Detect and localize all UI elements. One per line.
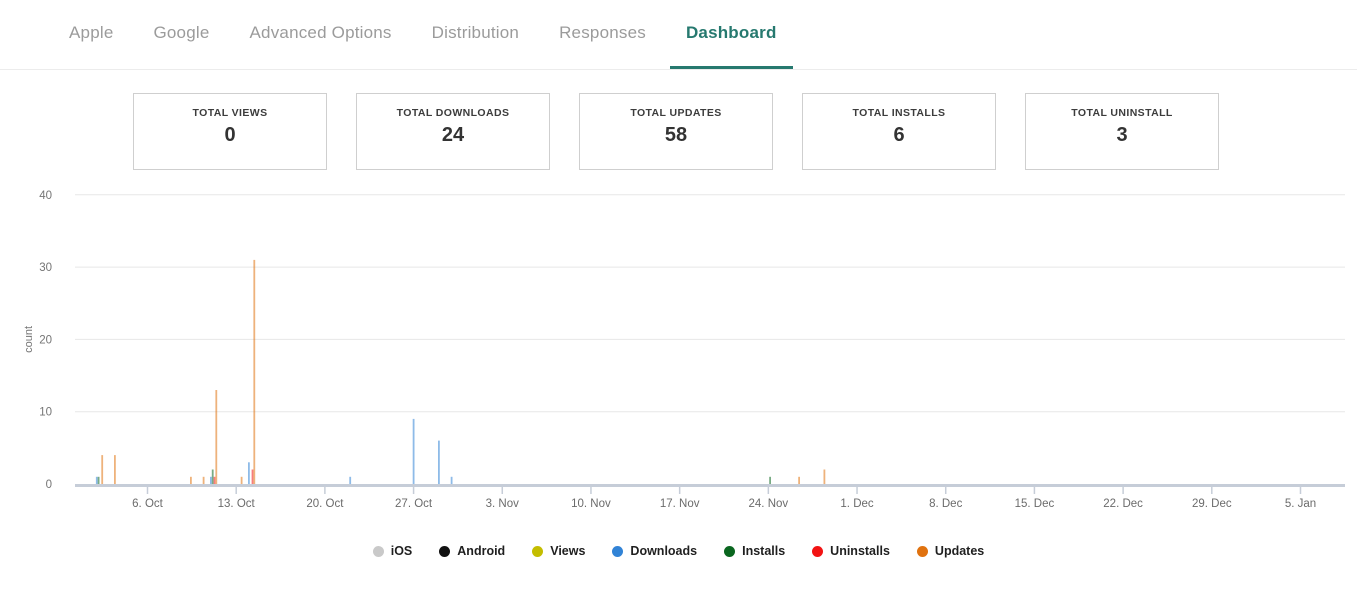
legend-item-label: Views [550,544,586,558]
legend-item-views[interactable]: Views [532,544,585,558]
activity-bar-chart: 0 10 20 30 40 count 6. Oct 13. Oct 20. Oct 27. Oc… [0,182,1357,522]
tab-label: Apple [69,23,114,42]
legend-item-updates[interactable]: Updates [916,544,985,558]
stat-card-value: 58 [664,124,688,146]
x-tick-label: 24. Nov [749,498,789,510]
legend-color-dot-icon [812,545,824,557]
x-tick-label: 29. Dec [1192,498,1232,510]
x-tick-label: 6. Oct [132,498,163,510]
legend-item-uninstalls[interactable]: Uninstalls [812,544,890,558]
stat-card-value: 3 [1116,124,1128,146]
bar-uninstalls-11-Oct[interactable] [213,476,216,484]
tab-apple[interactable]: Apple [53,0,129,69]
bar-downloads-29-Oct[interactable] [438,440,440,484]
x-tick-label: 10. Nov [571,498,611,510]
tab-distribution[interactable]: Distribution [416,0,535,69]
tab-label: Dashboard [685,23,777,42]
x-tick-label: 20. Oct [306,498,344,510]
stat-card-label: TOTAL DOWNLOADS [396,107,510,119]
bar-downloads-11-Oct[interactable] [210,476,212,484]
tab-google[interactable]: Google [137,0,225,69]
bar-downloads-22-Oct[interactable] [349,476,352,484]
tab-label: Google [153,23,210,42]
legend-item-installs[interactable]: Installs [724,544,785,558]
legend-item-ios[interactable]: iOS [372,544,413,558]
x-tick-label: 22. Dec [1103,498,1143,510]
bar-updates-2-Oct[interactable] [101,455,104,484]
bar-updates-13-Oct[interactable] [240,476,243,484]
bar-installs-24-Nov[interactable] [769,476,771,484]
bar-updates-10-Oct[interactable] [202,476,205,484]
bar-updates-3-Oct[interactable] [114,455,116,484]
stat-card: TOTAL UPDATES 58 [579,93,773,170]
y-tick-label: 10 [39,407,52,419]
stat-card: TOTAL VIEWS 0 [133,93,327,170]
bar-uninstalls-14-Oct[interactable] [251,469,254,485]
bar-installs-11-Oct[interactable] [211,469,214,485]
stat-card: TOTAL DOWNLOADS 24 [356,93,550,170]
tab-bar: Apple Google Advanced Options Distributi… [0,0,1357,70]
bar-downloads-30-Oct[interactable] [450,476,453,484]
bar-updates-26-Nov[interactable] [798,476,800,484]
legend-color-dot-icon [724,545,736,557]
legend-item-android[interactable]: Android [439,544,505,558]
x-tick-label: 5. Jan [1285,498,1316,510]
legend-color-dot-icon [532,545,544,557]
legend-item-label: Updates [934,544,985,558]
chart-legend: iOS Android Views Downloads Installs Uni… [0,544,1357,558]
legend-item-label: Android [457,544,506,558]
legend-color-dot-icon [372,545,384,557]
bar-downloads-2-Oct[interactable] [95,476,98,484]
x-tick-label: 8. Dec [929,498,962,510]
tab-label: Responses [559,23,646,42]
stat-card-value: 6 [893,124,905,146]
bar-installs-2-Oct[interactable] [97,476,100,484]
y-axis-title: count [23,326,35,353]
y-tick-label: 30 [39,262,52,274]
chart-svg: 0 10 20 30 40 count 6. Oct 13. Oct 20. Oct 27. Oc… [23,190,1345,510]
legend-item-downloads[interactable]: Downloads [612,544,697,558]
legend-item-label: Uninstalls [830,544,890,558]
bar-updates-11-Oct[interactable] [215,390,218,484]
stat-card-value: 24 [441,124,465,146]
stat-card-label: TOTAL INSTALLS [852,107,946,119]
x-tick-label: 3. Nov [486,498,519,510]
stat-card-label: TOTAL VIEWS [192,107,268,119]
x-tick-label: 13. Oct [218,498,256,510]
stat-cards-row: TOTAL VIEWS 0 TOTAL DOWNLOADS 24 TOTAL U… [133,93,1219,170]
bar-updates-9-Oct[interactable] [190,476,192,484]
bar-downloads-27-Oct[interactable] [412,418,415,484]
stat-card: TOTAL INSTALLS 6 [802,93,996,170]
bar-updates-14-Oct[interactable] [253,259,256,484]
stat-card-value: 0 [224,124,236,146]
stat-card-label: TOTAL UPDATES [630,107,722,119]
tab-dashboard[interactable]: Dashboard [669,0,793,69]
tab-label: Distribution [431,23,520,42]
y-tick-label: 40 [39,190,52,202]
x-axis-line [75,484,1345,487]
legend-item-label: iOS [390,544,413,558]
tab-responses[interactable]: Responses [543,0,662,69]
x-tick-label: 17. Nov [660,498,700,510]
tab-label: Advanced Options [249,23,392,42]
stat-card: TOTAL UNINSTALL 3 [1025,93,1219,170]
legend-item-label: Installs [742,544,786,558]
x-tick-label: 27. Oct [395,498,433,510]
tab-advanced-options[interactable]: Advanced Options [234,0,408,69]
x-tick-label: 15. Dec [1015,498,1055,510]
legend-color-dot-icon [439,545,451,557]
y-tick-label: 20 [39,334,52,346]
legend-color-dot-icon [612,545,624,557]
legend-item-label: Downloads [630,544,698,558]
x-tick-label: 1. Dec [840,498,873,510]
legend-color-dot-icon [916,545,928,557]
bar-updates-28-Nov[interactable] [823,469,826,485]
y-tick-label: 0 [46,479,52,491]
stat-card-label: TOTAL UNINSTALL [1071,107,1173,119]
bar-downloads-14-Oct[interactable] [248,462,250,484]
